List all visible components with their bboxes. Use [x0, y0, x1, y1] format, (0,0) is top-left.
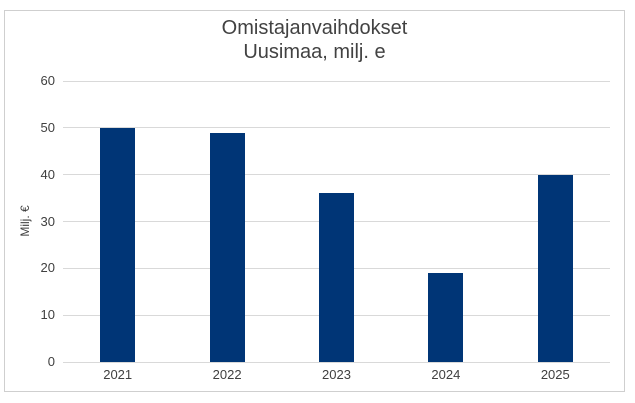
y-tick-label: 30	[40, 213, 55, 229]
y-tick-label: 10	[40, 307, 55, 323]
y-tick-label: 40	[40, 166, 55, 182]
x-tick-label: 2022	[212, 367, 242, 382]
y-tick-label: 0	[47, 354, 55, 369]
x-tick-label: 2021	[103, 367, 133, 382]
chart-title-line1: Omistajanvaihdokset	[221, 17, 408, 39]
chart-title: Omistajanvaihdokset Uusimaa, milj. e	[5, 16, 624, 64]
bar-2025	[537, 174, 573, 362]
x-tick-label: 2024	[431, 367, 461, 382]
gridline	[63, 174, 610, 176]
y-tick-label: 60	[40, 73, 55, 88]
chart-title-line2: Uusimaa, milj. e	[243, 41, 386, 63]
bar-2023	[319, 193, 354, 362]
bar-2021	[100, 127, 136, 362]
gridline	[63, 80, 610, 82]
y-tick-label: 50	[40, 119, 55, 135]
bar-2024	[428, 273, 464, 362]
gridline	[63, 127, 610, 129]
x-tick-label: 2025	[540, 367, 570, 382]
y-tick-label: 20	[40, 260, 55, 276]
chart-frame: Omistajanvaihdokset Uusimaa, milj. e Mil…	[4, 10, 625, 392]
gridline	[63, 361, 610, 363]
x-tick-label: 2023	[322, 367, 351, 382]
bar-2022	[209, 132, 245, 362]
